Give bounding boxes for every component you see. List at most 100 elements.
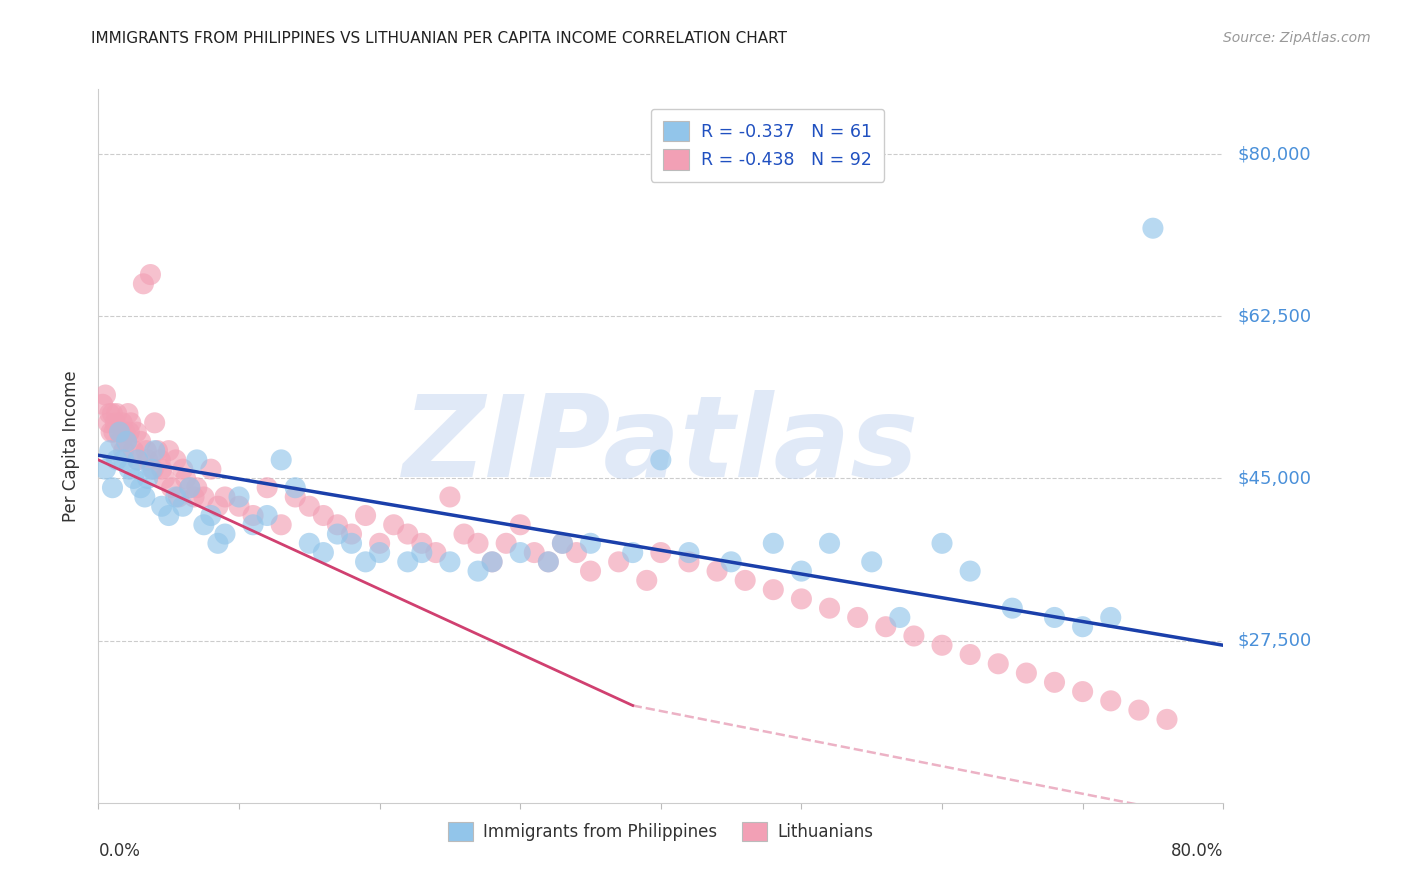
Point (298, 536, 321, 550)
Point (186, 481, 208, 495)
Text: $80,000: $80,000 (1237, 145, 1310, 163)
Point (120, 416, 142, 430)
Text: $45,000: $45,000 (1237, 469, 1312, 487)
Point (135, 443, 157, 458)
Point (242, 508, 264, 523)
Point (846, 610, 869, 624)
Point (411, 536, 433, 550)
Point (129, 434, 152, 449)
Point (481, 555, 503, 569)
Point (172, 500, 194, 514)
Point (579, 536, 602, 550)
Point (110, 434, 132, 449)
Point (607, 555, 630, 569)
Point (97, 416, 120, 430)
Point (122, 471, 145, 485)
Text: 80.0%: 80.0% (1171, 842, 1223, 860)
Point (790, 591, 813, 606)
Point (396, 555, 419, 569)
Point (172, 462, 194, 476)
Point (115, 434, 138, 449)
Point (1071, 620, 1094, 634)
Point (136, 471, 159, 485)
Point (706, 564, 728, 578)
Point (207, 536, 229, 550)
Point (98, 443, 121, 458)
Point (439, 490, 461, 504)
Point (467, 536, 489, 550)
Point (186, 453, 208, 467)
Point (122, 443, 145, 458)
Point (94, 388, 117, 402)
Point (167, 490, 190, 504)
Point (157, 443, 180, 458)
Point (340, 527, 363, 541)
Point (143, 416, 166, 430)
Point (565, 545, 588, 559)
Point (931, 536, 953, 550)
Point (579, 564, 602, 578)
Point (94, 462, 117, 476)
Text: ZIPatlas: ZIPatlas (402, 391, 920, 501)
Point (143, 443, 166, 458)
Point (112, 453, 135, 467)
Text: Source: ZipAtlas.com: Source: ZipAtlas.com (1223, 31, 1371, 45)
Point (340, 536, 363, 550)
Point (523, 545, 546, 559)
Point (193, 517, 215, 532)
Point (104, 416, 127, 430)
Point (270, 453, 292, 467)
Point (903, 629, 925, 643)
Point (425, 545, 447, 559)
Point (200, 508, 222, 523)
Point (146, 443, 169, 458)
Point (354, 555, 377, 569)
Point (157, 508, 180, 523)
Point (621, 545, 644, 559)
Point (165, 490, 187, 504)
Point (720, 555, 742, 569)
Point (495, 536, 517, 550)
Point (650, 545, 672, 559)
Point (149, 453, 172, 467)
Point (931, 638, 953, 652)
Point (818, 536, 841, 550)
Point (312, 508, 335, 523)
Y-axis label: Per Capita Income: Per Capita Income (62, 370, 80, 522)
Point (207, 500, 229, 514)
Point (678, 545, 700, 559)
Point (439, 555, 461, 569)
Point (636, 574, 658, 588)
Point (650, 453, 672, 467)
Point (1142, 221, 1164, 235)
Point (114, 425, 136, 439)
Point (551, 536, 574, 550)
Point (105, 453, 128, 467)
Point (153, 471, 176, 485)
Point (959, 648, 981, 662)
Point (242, 517, 264, 532)
Text: $62,500: $62,500 (1237, 307, 1312, 326)
Point (1043, 610, 1066, 624)
Point (150, 462, 173, 476)
Point (98, 407, 121, 421)
Point (118, 425, 141, 439)
Point (127, 453, 149, 467)
Point (228, 500, 250, 514)
Point (214, 527, 236, 541)
Point (987, 657, 1010, 671)
Text: 0.0%: 0.0% (98, 842, 141, 860)
Point (108, 425, 131, 439)
Point (174, 471, 197, 485)
Point (91, 397, 114, 411)
Point (537, 555, 560, 569)
Point (127, 453, 149, 467)
Point (141, 462, 163, 476)
Point (125, 425, 148, 439)
Point (875, 620, 897, 634)
Point (160, 481, 183, 495)
Point (1099, 694, 1122, 708)
Point (103, 425, 125, 439)
Point (117, 407, 139, 421)
Point (1015, 666, 1038, 681)
